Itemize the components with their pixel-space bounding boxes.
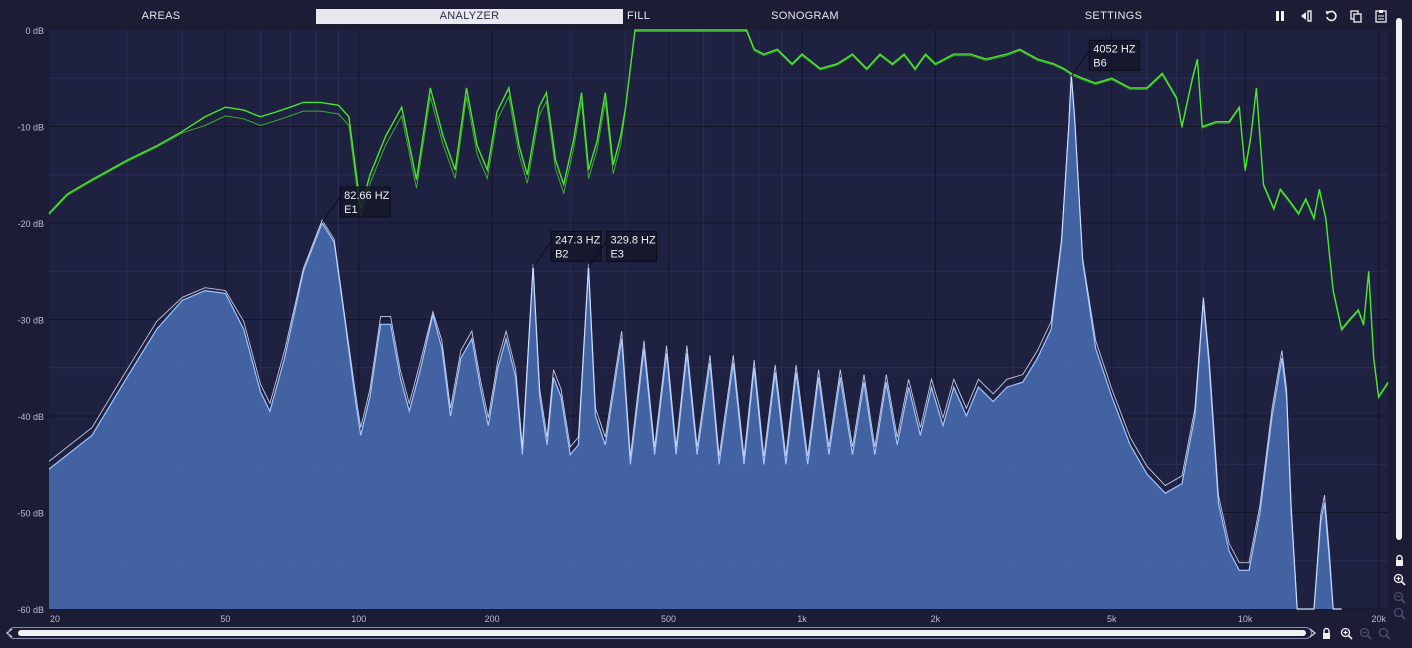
export-icon[interactable] [1299,9,1313,23]
y-axis-label: -20 dB [17,219,44,229]
peak-marker-frequency: 4052 HZ [1093,43,1135,55]
zoom-reset-icon[interactable] [1393,607,1406,620]
y-axis-label: -60 dB [17,605,44,615]
peak-marker-note: B6 [1093,57,1106,69]
paste-icon[interactable] [1374,9,1388,23]
x-axis-label: 2k [931,614,941,624]
peak-marker-frequency: 82.66 HZ [344,190,390,202]
zoom-out-icon[interactable] [1359,627,1372,640]
tab-settings[interactable]: SETTINGS [1084,10,1143,22]
peak-marker-leader [1070,50,1090,77]
tab-areas[interactable]: AREAS [141,10,181,22]
tab-analyzer[interactable]: ANALYZER [316,9,623,24]
peak-marker-box [339,186,391,218]
peak-marker-note: E3 [610,248,623,260]
y-axis-label: -30 dB [17,316,44,326]
peak-marker-leader [532,241,552,268]
top-tab-bar: AREAS ANALYZER FILL SONOGRAM SETTINGS [0,0,1412,32]
peak-marker-note: E1 [344,204,357,216]
scroll-right-arrow[interactable] [1308,627,1318,639]
lock-icon[interactable] [1393,554,1406,567]
x-axis-label: 50 [220,614,230,624]
x-axis-label: 500 [661,614,676,624]
x-axis-label: 100 [351,614,366,624]
copy-icon[interactable] [1349,9,1363,23]
horizontal-scrollbar[interactable] [8,627,1312,639]
peak-marker-leader [321,196,341,224]
x-axis-label: 20 [50,614,60,624]
peak-marker-leader [588,241,607,268]
vertical-scrollbar-thumb[interactable] [1396,18,1402,540]
green-curve [48,29,1389,399]
y-axis-label: -10 dB [17,123,44,133]
peak-hold-line [48,73,1342,610]
tab-sonogram[interactable]: SONOGRAM [771,10,839,22]
peak-marker-frequency: 329.8 HZ [610,234,656,246]
x-axis-label: 1k [797,614,807,624]
zoom-in-icon[interactable] [1340,627,1353,640]
x-axis-label: 10k [1238,614,1253,624]
peak-marker-box [605,230,657,262]
spectrum-line [48,76,1342,610]
x-axis-label: 20k [1371,614,1386,624]
x-axis-label: 200 [485,614,500,624]
zoom-out-icon[interactable] [1393,591,1406,604]
y-axis-label: -40 dB [17,412,44,422]
y-axis-label: 0 dB [25,26,44,36]
zoom-reset-icon[interactable] [1378,627,1391,640]
peak-marker-frequency: 247.3 HZ [555,234,601,246]
horizontal-scrollbar-thumb[interactable] [18,630,1306,636]
peak-marker-box [550,230,602,262]
peak-marker-note: B2 [555,248,568,260]
x-axis-label: 5k [1107,614,1117,624]
peak-marker-box [1088,39,1140,71]
reset-icon[interactable] [1324,9,1338,23]
lock-icon[interactable] [1320,627,1333,640]
tab-fill[interactable]: FILL [627,10,651,22]
y-axis-label: -50 dB [17,509,44,519]
zoom-in-icon[interactable] [1393,573,1406,586]
pause-icon[interactable] [1273,9,1287,23]
spectrum-fill [49,76,1342,610]
